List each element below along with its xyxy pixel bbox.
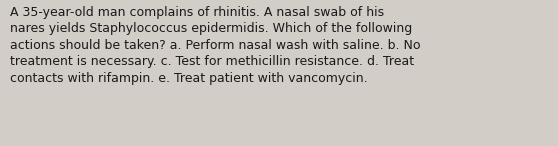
- Text: A 35-year-old man complains of rhinitis. A nasal swab of his
nares yields Staphy: A 35-year-old man complains of rhinitis.…: [10, 6, 421, 85]
